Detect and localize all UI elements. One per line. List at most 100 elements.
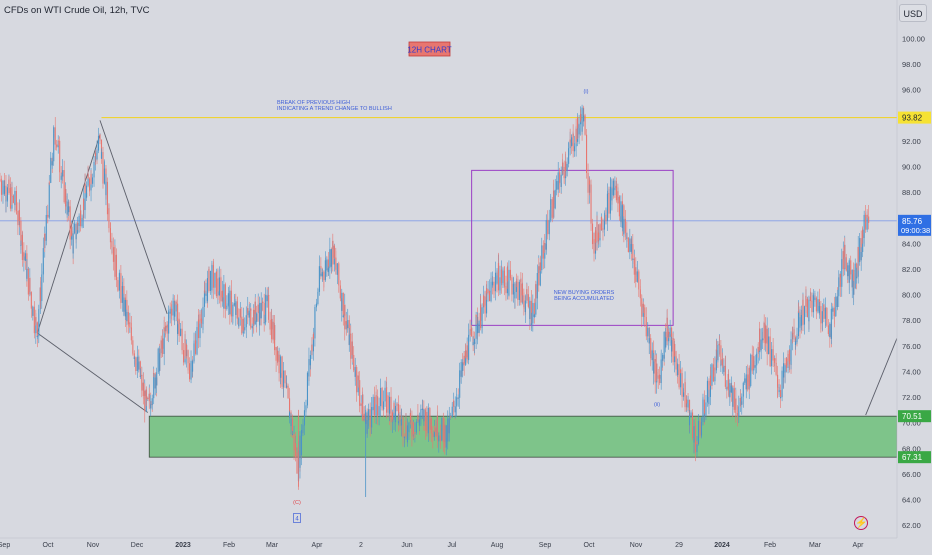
candle-body xyxy=(815,304,817,312)
candle-body xyxy=(359,394,361,406)
candle-body xyxy=(59,164,61,173)
candle-body xyxy=(484,296,486,314)
price-tick-label: 80.00 xyxy=(902,291,921,300)
lightning-icon[interactable]: ⚡ xyxy=(854,516,868,530)
candle-body xyxy=(675,359,677,370)
candle-body xyxy=(465,350,467,358)
candle-body xyxy=(862,229,864,239)
candle-body xyxy=(820,322,822,324)
price-axis-bg xyxy=(897,0,932,550)
candle-body xyxy=(596,222,598,242)
candle-body xyxy=(218,277,220,295)
candle-body xyxy=(80,210,82,227)
symbol-title: CFDs on WTI Crude Oil, 12h, TVC xyxy=(4,5,150,16)
candle-body xyxy=(490,283,492,302)
candle-body xyxy=(572,133,574,152)
time-axis-bg xyxy=(0,538,932,550)
demand-zone[interactable] xyxy=(148,415,898,458)
candle-body xyxy=(641,301,643,317)
candle-body xyxy=(611,188,613,201)
time-tick-label: 2 xyxy=(359,542,363,549)
candle-body xyxy=(771,358,773,367)
candle-body xyxy=(278,354,280,374)
candle-body xyxy=(208,269,210,291)
candle-body xyxy=(818,306,820,314)
candle-body xyxy=(517,282,519,300)
candle-body xyxy=(854,263,856,273)
resistance-price-tag[interactable]: 93.82 xyxy=(898,111,931,124)
candle-body xyxy=(691,424,694,438)
candle-body xyxy=(378,406,380,410)
time-tick-label: Apr xyxy=(853,542,865,549)
candle-body xyxy=(430,418,432,434)
candle-body xyxy=(75,233,77,240)
wave-c-label: (C) xyxy=(293,500,301,506)
candle-body xyxy=(550,199,552,206)
candle-body xyxy=(332,241,334,265)
candle-body xyxy=(411,431,413,437)
candle-body xyxy=(702,407,704,423)
zone-top-price-tag[interactable]: 70.51 xyxy=(898,410,931,423)
candle-body xyxy=(709,375,711,386)
candle-body xyxy=(235,301,237,315)
candle-body xyxy=(15,205,17,211)
candle-body xyxy=(557,172,559,190)
accumulation-box[interactable] xyxy=(471,169,674,326)
candle-body xyxy=(32,306,34,316)
candle-body xyxy=(60,175,62,180)
candle-body xyxy=(857,246,859,262)
candle-body xyxy=(639,290,641,299)
candle-body xyxy=(836,296,838,308)
candle-body xyxy=(736,413,738,417)
candle-body xyxy=(763,322,765,343)
candle-body xyxy=(532,302,534,313)
candle-body xyxy=(811,300,813,313)
candle-body xyxy=(390,403,392,423)
candle-body xyxy=(199,314,201,322)
candle-body xyxy=(309,355,311,366)
candle-body xyxy=(854,272,856,289)
candle-body xyxy=(780,397,782,398)
candle-body xyxy=(86,185,88,198)
candle-body xyxy=(777,386,779,388)
trendline-1[interactable] xyxy=(36,134,101,334)
candle-body xyxy=(462,363,464,371)
candle-body xyxy=(790,339,792,365)
candle-body xyxy=(717,344,719,361)
candle-body xyxy=(726,388,728,390)
trendline-3[interactable] xyxy=(99,120,168,314)
candle-body xyxy=(327,259,329,273)
candle-body xyxy=(580,114,582,121)
candle-body xyxy=(326,259,328,271)
candle-body xyxy=(635,267,637,282)
candle-body xyxy=(832,307,834,312)
candle-body xyxy=(772,353,774,361)
candle-body xyxy=(418,419,420,426)
candle-body xyxy=(187,360,189,364)
candle-body xyxy=(503,277,506,287)
candle-body xyxy=(317,291,319,295)
candle-body xyxy=(597,232,600,241)
candle-body xyxy=(51,161,53,166)
candle-body xyxy=(120,284,122,303)
zone-bottom-price-tag[interactable]: 67.31 xyxy=(898,451,931,464)
trendline-2[interactable] xyxy=(37,332,149,413)
candle-body xyxy=(245,315,247,318)
candle-body xyxy=(238,317,240,327)
candle-body xyxy=(241,316,243,330)
candle-body xyxy=(268,295,270,320)
candle-body xyxy=(493,287,495,292)
trendline-4[interactable] xyxy=(865,338,898,416)
currency-button[interactable]: USD xyxy=(899,4,927,22)
candle-body xyxy=(769,354,771,367)
candle-body xyxy=(197,319,200,339)
candle-body xyxy=(800,315,803,326)
candle-body xyxy=(350,333,352,359)
candle-body xyxy=(775,362,777,375)
candle-body xyxy=(441,417,443,428)
candle-body xyxy=(733,402,735,410)
candle-body xyxy=(112,248,114,262)
